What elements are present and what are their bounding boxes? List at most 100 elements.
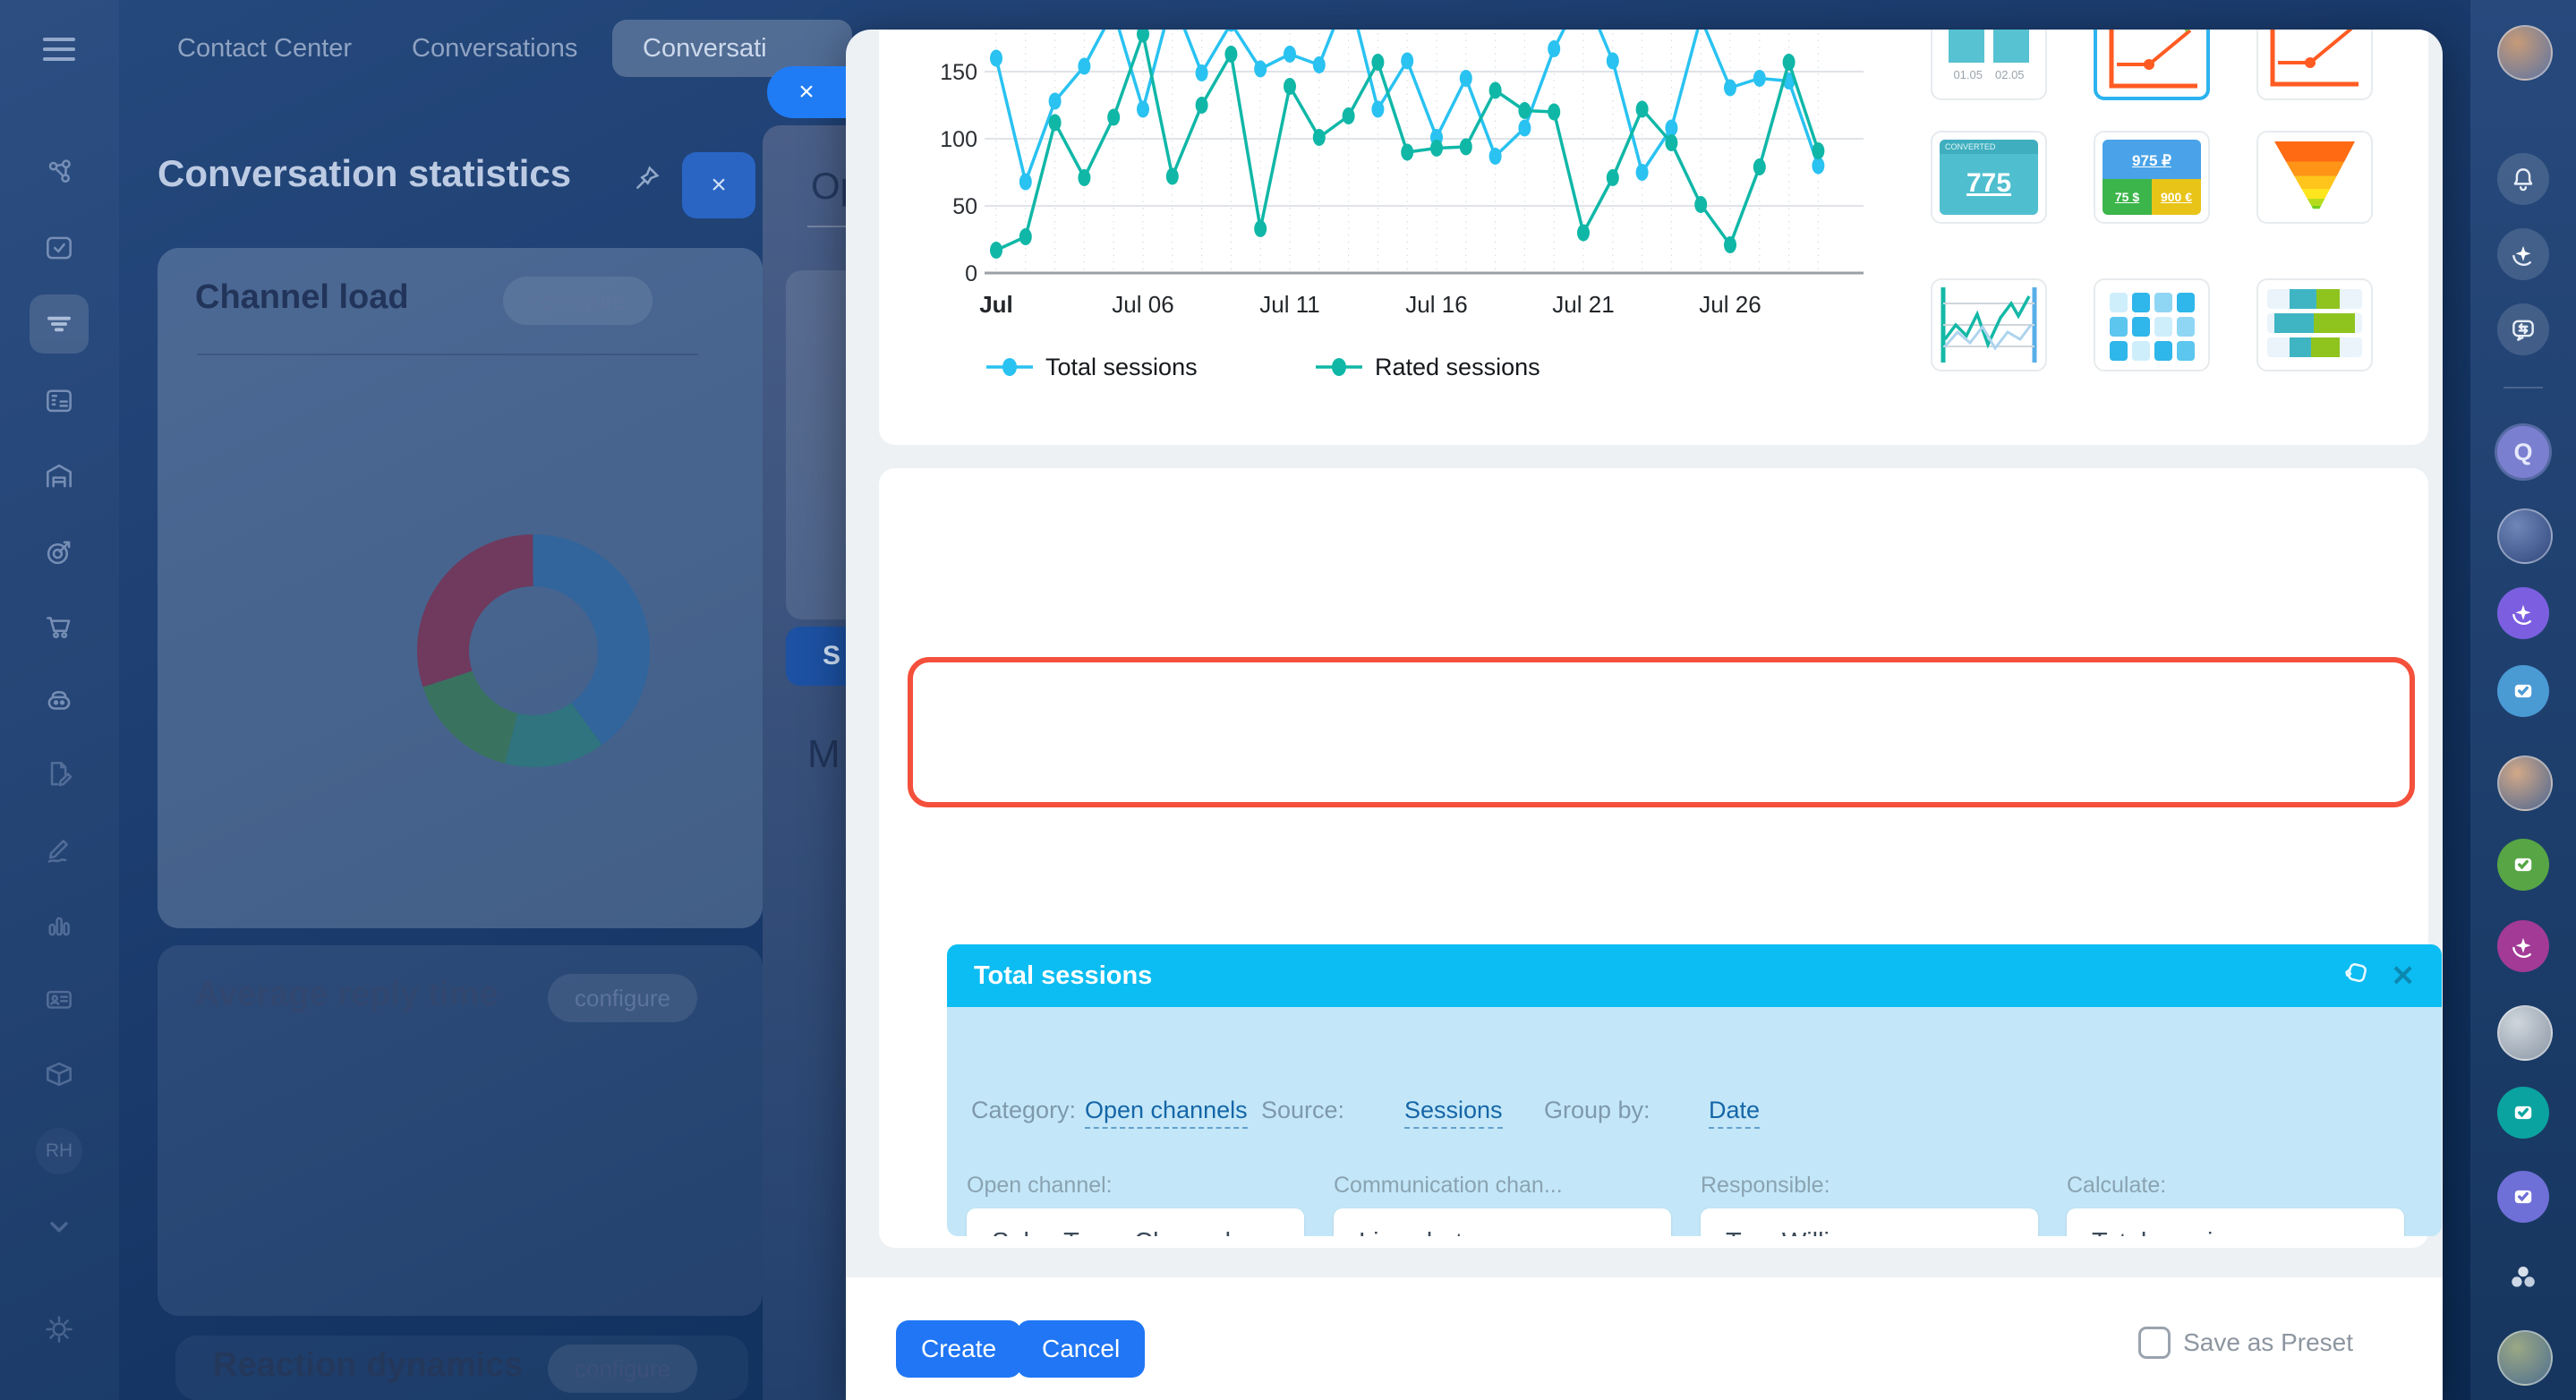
paint-bucket-icon[interactable] <box>2341 959 2371 994</box>
svg-text:Jul 06: Jul 06 <box>1112 291 1173 318</box>
hamburger-menu-icon[interactable] <box>43 38 75 64</box>
q-badge-icon[interactable]: Q <box>2497 426 2549 478</box>
group-avatars-icon[interactable] <box>2497 1251 2549 1303</box>
thumbnail-area-line-chart[interactable] <box>1931 278 2047 371</box>
tab-contact-center: Contact Center <box>177 33 353 63</box>
section-total-sessions: Total sessions ✕ Category: <box>947 944 2442 1236</box>
dialog-save-button-fragment: S <box>786 627 846 686</box>
thumbnail-column-chart[interactable]: 01.05 02.05 <box>1931 30 2047 100</box>
thumbnail-kpi-multi[interactable]: 975 ₽75 $900 € <box>2094 131 2210 224</box>
user-avatar[interactable] <box>2497 25 2553 81</box>
dialog-behind-modal: Op S M <box>763 125 846 1400</box>
thumbnail-line-chart[interactable] <box>2256 30 2373 100</box>
card-title: Channel load <box>195 278 409 316</box>
copilot-active-icon[interactable] <box>2497 587 2549 639</box>
task-check-blue-icon[interactable] <box>2497 665 2549 717</box>
chevron-down-icon <box>1630 1228 1651 1236</box>
source-value-link[interactable]: Sessions <box>1404 1097 1503 1129</box>
copilot-icon[interactable] <box>2497 228 2549 280</box>
thumbnail-line-chart-selected[interactable] <box>2094 30 2210 100</box>
save-preset-checkbox[interactable] <box>2138 1327 2171 1359</box>
open-channel-select[interactable]: Sales Team Channel <box>967 1208 1304 1236</box>
cancel-button[interactable]: Cancel <box>1017 1320 1146 1378</box>
svg-text:Jul: Jul <box>979 291 1013 318</box>
sidebar-item-robot-icon <box>30 670 89 730</box>
sidebar-item-stats-icon <box>30 895 89 954</box>
openai-bot-icon[interactable] <box>2497 920 2549 972</box>
task-check-green-icon[interactable] <box>2497 839 2549 891</box>
remove-section-icon[interactable]: ✕ <box>2391 960 2415 992</box>
avatar-cat[interactable] <box>2497 1005 2553 1061</box>
card-reaction-dynamics: Reaction dynamics configure <box>175 1336 748 1400</box>
notifications-bell-icon[interactable] <box>2497 153 2549 205</box>
svg-text:Jul 21: Jul 21 <box>1552 291 1614 318</box>
svg-text:Jul 16: Jul 16 <box>1405 291 1467 318</box>
dialog-label-fragment: M <box>807 732 840 776</box>
category-value-link[interactable]: Open channels <box>1085 1097 1248 1129</box>
svg-text:Rated sessions: Rated sessions <box>1375 354 1540 380</box>
svg-text:Jul 26: Jul 26 <box>1699 291 1761 318</box>
page-title: Conversation statistics <box>158 152 572 194</box>
field-label: Open channel: <box>967 1173 1113 1198</box>
thumbnail-stacked-bar-chart[interactable] <box>2256 278 2373 371</box>
divider <box>197 354 698 355</box>
segment-teal <box>417 534 650 767</box>
data-sections-card: Total sessions ✕ Category: <box>879 468 2442 1400</box>
card-channel-load: Channel load configure <box>158 248 763 928</box>
category-label: Category: <box>971 1097 1077 1123</box>
svg-text:0: 0 <box>965 261 977 286</box>
chevron-down-icon <box>1263 1228 1284 1236</box>
communication-channel-select[interactable]: Live chat <box>1334 1208 1671 1236</box>
field-label: Responsible: <box>1701 1173 1830 1198</box>
sidebar-item-signature-icon <box>30 820 89 879</box>
calculate-select[interactable]: Total sessions <box>2067 1208 2404 1236</box>
line-chart-svg: 0 50 100 150 Jul Jul 06 Jul 11 Jul 16 Jul 21 Jul … <box>940 30 1864 380</box>
section-header: Total sessions ✕ <box>947 944 2442 1007</box>
widget-config-modal: 0 50 100 150 Jul Jul 06 Jul 11 Jul 16 Jul 21 Jul … <box>846 30 2443 1400</box>
avatar-man[interactable] <box>2497 755 2553 811</box>
configure-badge: configure <box>503 277 653 325</box>
card-average-reply-time: Average reply time configure <box>158 945 763 1316</box>
sidebar-item-target-icon <box>30 523 89 582</box>
svg-text:100: 100 <box>940 127 977 152</box>
thumbnail-heatmap-grid[interactable] <box>2094 278 2210 371</box>
responsible-select[interactable]: Tom Williams <box>1701 1208 2038 1236</box>
modal-footer: Create Cancel Save as Preset <box>846 1277 2443 1400</box>
pin-icon <box>632 163 662 198</box>
source-label: Source: <box>1261 1097 1345 1123</box>
svg-text:Jul 11: Jul 11 <box>1259 291 1319 318</box>
save-as-preset: Save as Preset <box>2138 1327 2353 1359</box>
field-label: Communication chan... <box>1334 1173 1563 1198</box>
modal-close-button[interactable]: × <box>767 66 846 118</box>
sidebar-item-box-icon <box>30 1045 89 1104</box>
sidebar-item-warehouse-icon <box>30 447 89 506</box>
preview-line-chart: 0 50 100 150 Jul Jul 06 Jul 11 Jul 16 Jul 21 Jul … <box>879 30 2428 445</box>
sidebar-item-avatar-rh-icon: RH <box>30 1122 89 1181</box>
chart-preview-card: 0 50 100 150 Jul Jul 06 Jul 11 Jul 16 Jul 21 Jul … <box>879 30 2428 445</box>
groupby-label: Group by: <box>1544 1097 1651 1123</box>
svg-text:150: 150 <box>940 60 977 85</box>
sidebar-item-tasks-icon <box>30 218 89 277</box>
svg-text:Total sessions: Total sessions <box>1045 354 1198 380</box>
task-check-teal-icon[interactable] <box>2497 1087 2549 1139</box>
configure-badge: configure <box>548 974 697 1022</box>
card-title: Average reply time <box>195 976 499 1013</box>
field-label: Calculate: <box>2067 1173 2167 1198</box>
task-check-purple-icon[interactable] <box>2497 1171 2549 1223</box>
card-title: Reaction dynamics <box>213 1346 524 1384</box>
sidebar-item-settings-gear-icon <box>30 1300 89 1359</box>
avatar-outdoor[interactable] <box>2497 1330 2553 1386</box>
groupby-value-link[interactable]: Date <box>1709 1097 1761 1129</box>
section-title: Total sessions <box>974 960 1153 990</box>
right-sidebar: Q <box>2470 0 2576 1400</box>
thumbnail-funnel-chart[interactable] <box>2256 131 2373 224</box>
sidebar-item-network-icon <box>30 142 89 201</box>
create-button[interactable]: Create <box>896 1320 1022 1378</box>
donut-chart <box>417 534 650 767</box>
segment-blue <box>417 534 650 767</box>
chat-transfer-icon[interactable] <box>2497 303 2549 355</box>
thumbnail-kpi-single[interactable]: CONVERTED 775 <box>1931 131 2047 224</box>
avatar[interactable] <box>2497 508 2553 564</box>
tab-conversations: Conversations <box>412 33 578 63</box>
